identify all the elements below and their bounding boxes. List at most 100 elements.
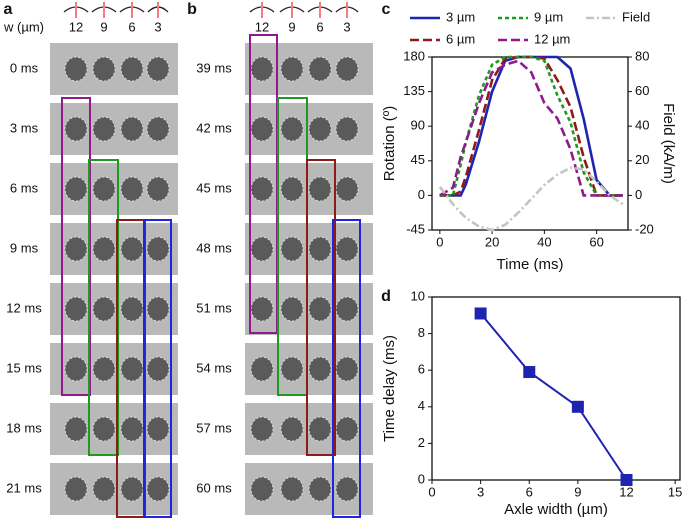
rotor [335, 236, 359, 262]
rotor [280, 416, 304, 442]
x-tick-label: 0 [428, 484, 435, 499]
time-label: 18 ms [6, 420, 42, 435]
x-tick-label: 6 [526, 484, 533, 499]
time-label: 12 ms [6, 300, 42, 315]
y2-tick-label: 60 [635, 83, 649, 98]
rotor [308, 56, 332, 82]
arrows [63, 6, 359, 13]
rotor [64, 416, 88, 442]
time-label: 21 ms [6, 480, 42, 495]
time-label: 3 ms [10, 120, 39, 135]
series-line [438, 166, 624, 232]
y-axis-label: Time delay (ms) [381, 335, 398, 442]
width-label: 6 [316, 19, 323, 34]
rotor [335, 416, 359, 442]
y2-tick-label: 40 [635, 118, 649, 133]
rotor [335, 116, 359, 142]
y2-tick-label: 20 [635, 152, 649, 167]
rotor [146, 416, 170, 442]
y-tick-label: 4 [418, 398, 425, 413]
rotor [335, 296, 359, 322]
rotor [280, 56, 304, 82]
rotor [308, 176, 332, 202]
rotor [64, 356, 88, 382]
y-tick-label: 135 [403, 83, 425, 98]
rotor [92, 356, 116, 382]
rotor [120, 176, 144, 202]
width-label: 3 [154, 19, 161, 34]
rotor [250, 476, 274, 502]
rotor [92, 176, 116, 202]
rotor [64, 236, 88, 262]
rotor [146, 476, 170, 502]
rotor [308, 416, 332, 442]
x-tick-label: 3 [477, 484, 484, 499]
rotor [92, 476, 116, 502]
rotor [308, 476, 332, 502]
y-axis-label: Rotation (º) [381, 106, 398, 182]
rotor [335, 476, 359, 502]
panel-letter: a [4, 1, 13, 18]
rotor [250, 416, 274, 442]
rotor [92, 116, 116, 142]
rotor [120, 296, 144, 322]
legend-label: 6 µm [446, 31, 475, 46]
rotor [64, 116, 88, 142]
rotor [308, 236, 332, 262]
rotor [308, 116, 332, 142]
y2-tick-label: -20 [635, 221, 654, 236]
x-tick-label: 20 [485, 234, 499, 249]
width-label: 6 [128, 19, 135, 34]
y2-tick-label: 0 [635, 187, 642, 202]
time-label: 39 ms [196, 60, 232, 75]
x-tick-label: 12 [619, 484, 633, 499]
time-label: 54 ms [196, 360, 232, 375]
series-line [479, 312, 628, 481]
rotor [64, 476, 88, 502]
time-label: 15 ms [6, 360, 42, 375]
rotor [92, 56, 116, 82]
rotor [146, 296, 170, 322]
frames [61, 34, 361, 518]
width-label: 12 [255, 19, 269, 34]
rotor [335, 176, 359, 202]
rotor [250, 176, 274, 202]
rotor [280, 296, 304, 322]
rotor [120, 236, 144, 262]
legend-label: 12 µm [534, 31, 570, 46]
width-label: 9 [288, 19, 295, 34]
rotor [64, 176, 88, 202]
rotor [120, 116, 144, 142]
legend-label: 9 µm [534, 9, 563, 24]
y2-axis-label: Field (kA/m) [660, 103, 677, 184]
width-label: 9 [100, 19, 107, 34]
rotor [335, 56, 359, 82]
rotor [250, 356, 274, 382]
rotor [280, 176, 304, 202]
panel-letter: d [381, 288, 391, 305]
rotor [146, 116, 170, 142]
y-tick-label: 0 [418, 471, 425, 486]
y-tick-label: -45 [406, 221, 425, 236]
time-label: 6 ms [10, 180, 39, 195]
plot-frame [431, 296, 681, 481]
rotor [146, 176, 170, 202]
rotor [250, 236, 274, 262]
rotor [92, 416, 116, 442]
rotor [250, 56, 274, 82]
rotor [146, 236, 170, 262]
x-tick-label: 40 [537, 234, 551, 249]
time-label: 9 ms [10, 240, 39, 255]
time-label: 51 ms [196, 300, 232, 315]
rotor [308, 296, 332, 322]
rotor [308, 356, 332, 382]
time-label: 60 ms [196, 480, 232, 495]
rotor [280, 356, 304, 382]
y-tick-label: 8 [418, 325, 425, 340]
marker [620, 474, 633, 486]
x-axis-label: Time (ms) [497, 256, 564, 273]
time-label: 0 ms [10, 60, 39, 75]
rotor [92, 296, 116, 322]
marker [474, 307, 487, 320]
